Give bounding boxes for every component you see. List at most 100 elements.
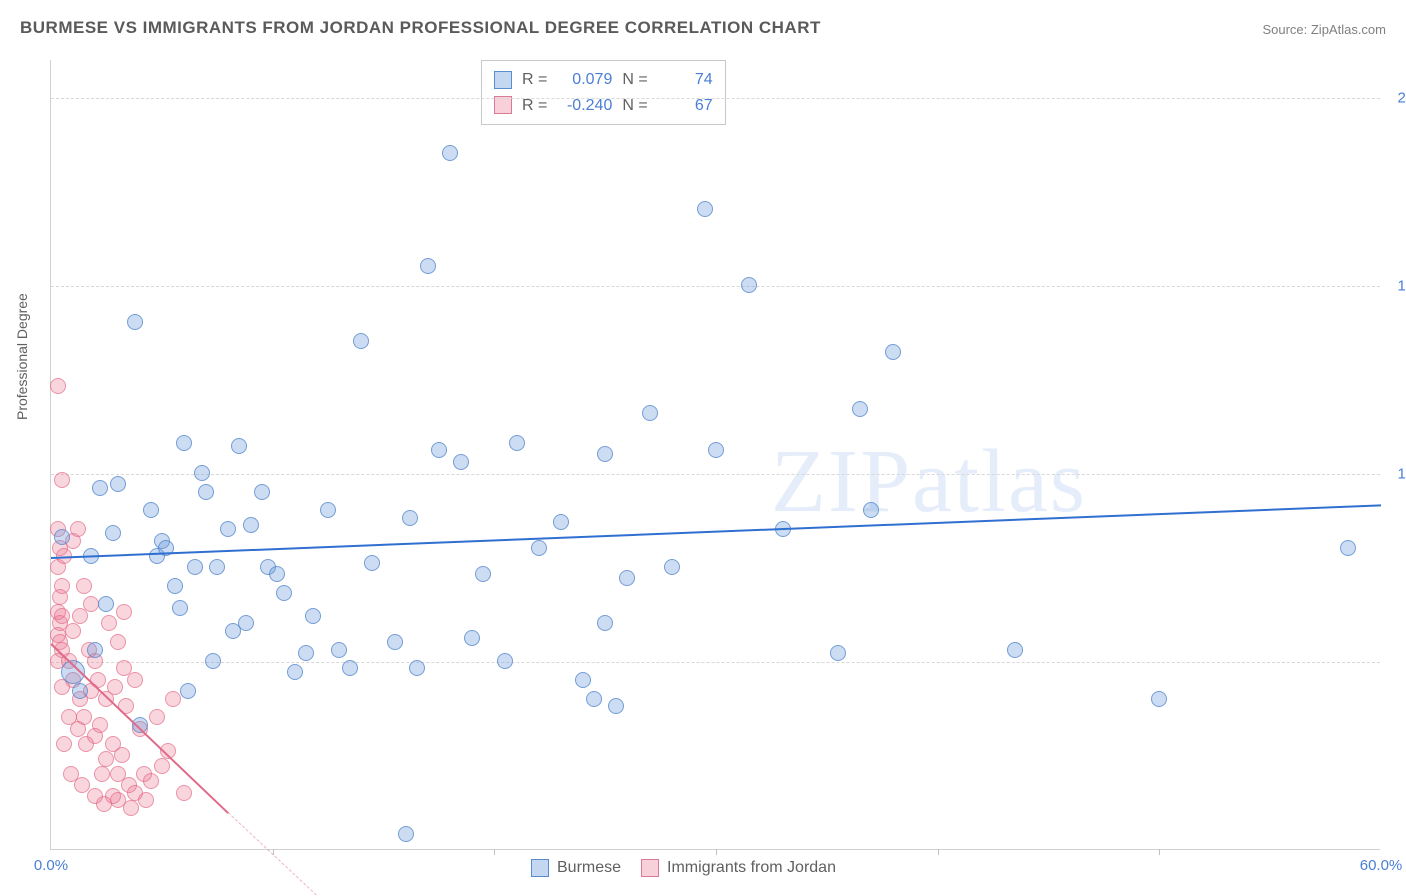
chart-plot-area: ZIPatlas R = 0.079 N = 74 R = -0.240 N =…	[50, 60, 1380, 850]
r-label: R =	[522, 67, 547, 93]
scatter-point	[138, 792, 154, 808]
r-label: R =	[522, 93, 547, 119]
scatter-point	[885, 344, 901, 360]
scatter-point	[187, 559, 203, 575]
y-axis-label: Professional Degree	[14, 293, 30, 420]
stats-row-burmese: R = 0.079 N = 74	[494, 67, 713, 93]
scatter-point	[342, 660, 358, 676]
scatter-point	[54, 529, 70, 545]
r-value-blue: 0.079	[557, 67, 612, 93]
scatter-point	[531, 540, 547, 556]
scatter-point	[72, 683, 88, 699]
stats-row-jordan: R = -0.240 N = 67	[494, 93, 713, 119]
x-tick-mark	[1159, 849, 1160, 855]
scatter-point	[61, 709, 77, 725]
x-tick-label: 0.0%	[34, 857, 68, 874]
scatter-point	[619, 570, 635, 586]
scatter-point	[420, 258, 436, 274]
scatter-point	[54, 608, 70, 624]
y-tick-label: 20.0%	[1397, 89, 1406, 106]
scatter-point	[269, 566, 285, 582]
scatter-point	[364, 555, 380, 571]
x-tick-mark	[494, 849, 495, 855]
scatter-point	[697, 201, 713, 217]
scatter-point	[320, 502, 336, 518]
scatter-point	[98, 596, 114, 612]
scatter-point	[254, 484, 270, 500]
scatter-point	[92, 480, 108, 496]
scatter-point	[110, 476, 126, 492]
scatter-point	[87, 642, 103, 658]
source-label: Source: ZipAtlas.com	[1262, 22, 1386, 37]
scatter-point	[123, 800, 139, 816]
chart-title: BURMESE VS IMMIGRANTS FROM JORDAN PROFES…	[20, 18, 821, 38]
scatter-point	[225, 623, 241, 639]
scatter-point	[74, 777, 90, 793]
scatter-point	[180, 683, 196, 699]
scatter-point	[464, 630, 480, 646]
n-label: N =	[622, 67, 647, 93]
scatter-point	[586, 691, 602, 707]
scatter-point	[863, 502, 879, 518]
scatter-point	[331, 642, 347, 658]
scatter-point	[50, 378, 66, 394]
swatch-blue-icon	[531, 859, 549, 877]
scatter-point	[1340, 540, 1356, 556]
legend-item-burmese: Burmese	[531, 859, 621, 877]
scatter-point	[72, 608, 88, 624]
swatch-blue-icon	[494, 71, 512, 89]
scatter-point	[409, 660, 425, 676]
n-label: N =	[622, 93, 647, 119]
scatter-point	[176, 785, 192, 801]
scatter-point	[107, 679, 123, 695]
correlation-stats-box: R = 0.079 N = 74 R = -0.240 N = 67	[481, 60, 726, 125]
scatter-point	[70, 521, 86, 537]
trend-line	[228, 813, 317, 896]
scatter-point	[92, 717, 108, 733]
scatter-point	[353, 333, 369, 349]
scatter-point	[608, 698, 624, 714]
scatter-point	[78, 736, 94, 752]
scatter-point	[1007, 642, 1023, 658]
scatter-point	[442, 145, 458, 161]
scatter-point	[116, 604, 132, 620]
r-value-pink: -0.240	[557, 93, 612, 119]
gridline	[51, 286, 1380, 287]
scatter-point	[398, 826, 414, 842]
scatter-point	[76, 578, 92, 594]
scatter-point	[98, 751, 114, 767]
scatter-point	[553, 514, 569, 530]
scatter-point	[708, 442, 724, 458]
y-tick-label: 10.0%	[1397, 465, 1406, 482]
scatter-point	[176, 435, 192, 451]
scatter-point	[1151, 691, 1167, 707]
scatter-point	[143, 502, 159, 518]
scatter-point	[205, 653, 221, 669]
scatter-point	[56, 736, 72, 752]
scatter-point	[402, 510, 418, 526]
scatter-point	[54, 472, 70, 488]
scatter-point	[143, 773, 159, 789]
legend-item-jordan: Immigrants from Jordan	[641, 859, 836, 877]
x-tick-mark	[938, 849, 939, 855]
scatter-point	[94, 766, 110, 782]
n-value-pink: 67	[658, 93, 713, 119]
legend-label-burmese: Burmese	[557, 859, 621, 877]
source-prefix: Source:	[1262, 22, 1310, 37]
n-value-blue: 74	[658, 67, 713, 93]
scatter-point	[110, 634, 126, 650]
scatter-point	[65, 623, 81, 639]
scatter-point	[664, 559, 680, 575]
x-tick-mark	[716, 849, 717, 855]
scatter-point	[105, 525, 121, 541]
scatter-point	[149, 709, 165, 725]
source-link[interactable]: ZipAtlas.com	[1311, 22, 1386, 37]
scatter-point	[387, 634, 403, 650]
swatch-pink-icon	[641, 859, 659, 877]
scatter-point	[431, 442, 447, 458]
y-tick-label: 15.0%	[1397, 277, 1406, 294]
scatter-point	[830, 645, 846, 661]
scatter-point	[575, 672, 591, 688]
scatter-point	[231, 438, 247, 454]
x-tick-label: 60.0%	[1360, 857, 1403, 874]
